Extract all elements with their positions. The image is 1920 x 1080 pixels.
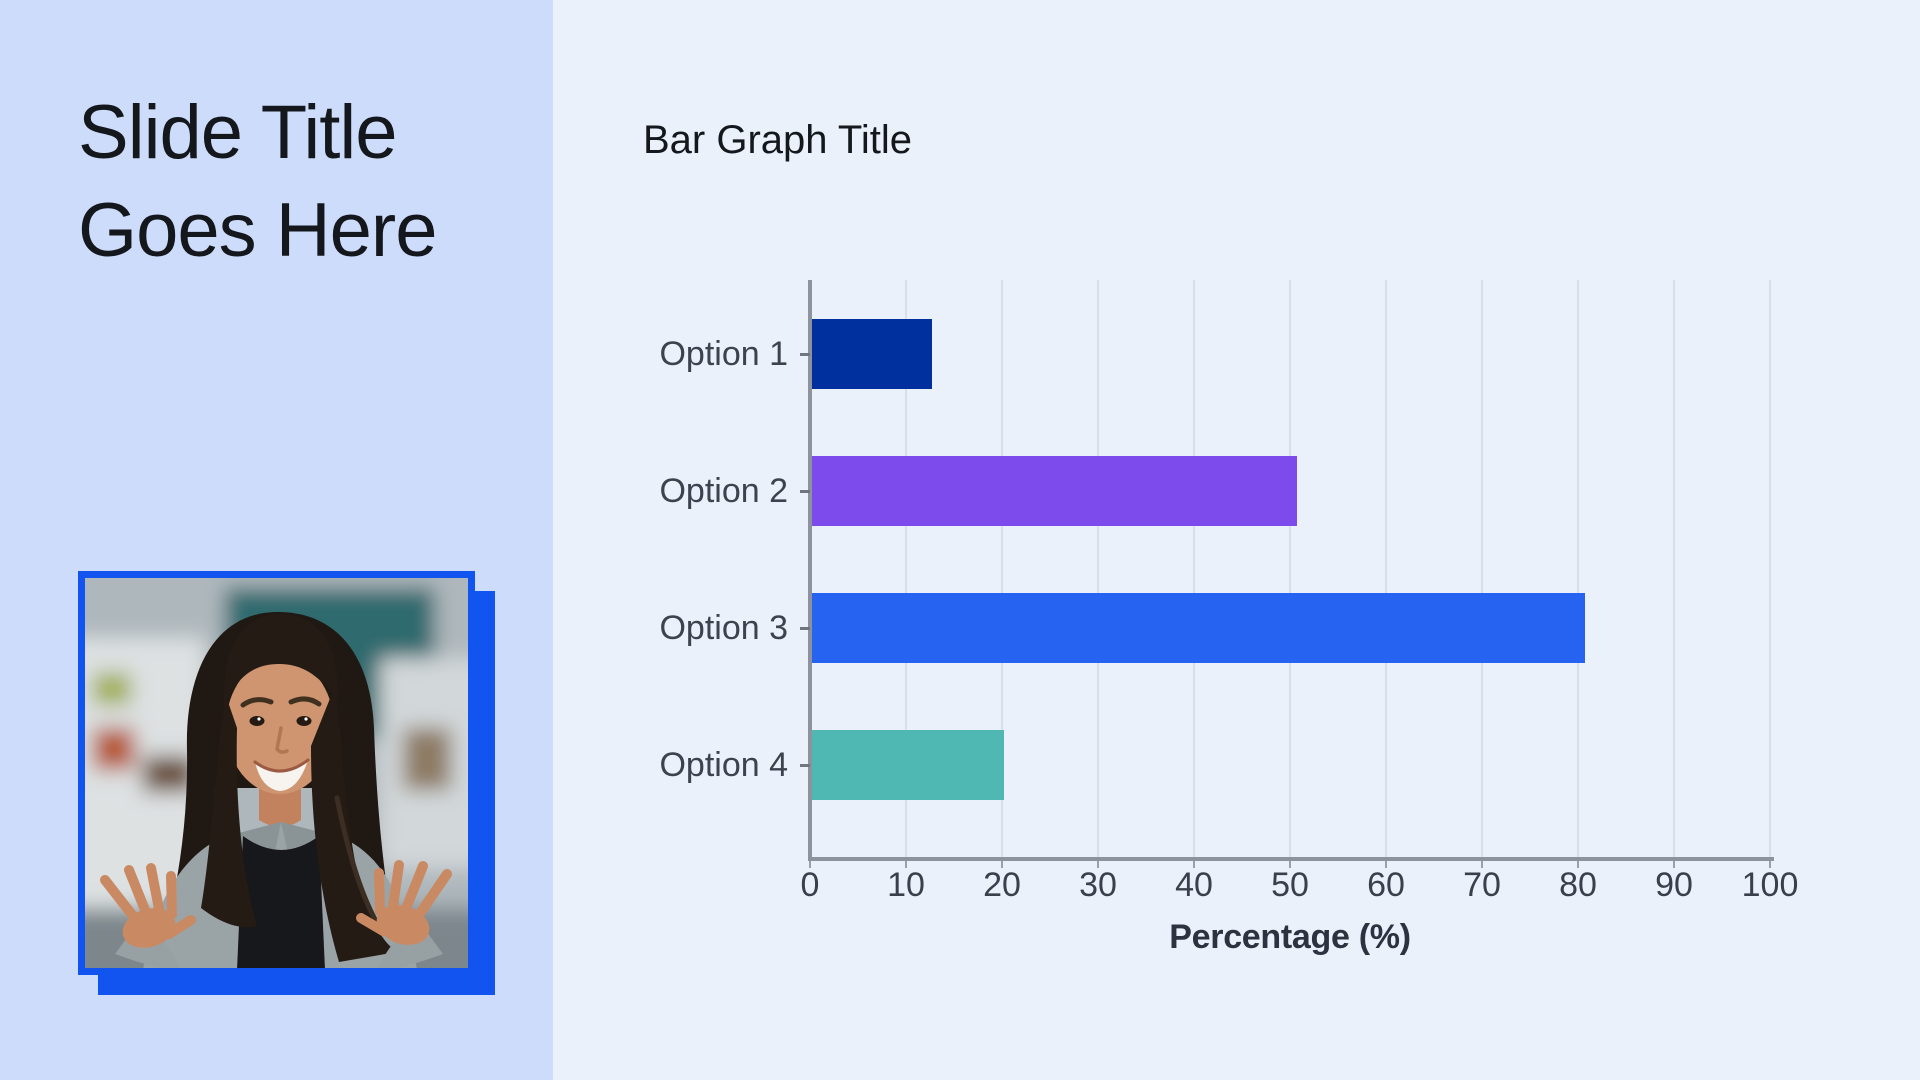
- x-tick-label: 30: [1079, 866, 1117, 904]
- x-tick-mark: [1673, 861, 1675, 868]
- gridline: [1289, 280, 1291, 857]
- x-tick-mark: [1289, 861, 1291, 868]
- bar-3: [812, 593, 1585, 663]
- category-tick: [800, 489, 810, 493]
- slide-title: Slide Title Goes Here: [78, 84, 437, 280]
- category-tick: [800, 763, 810, 767]
- x-tick-label: 20: [983, 866, 1021, 904]
- gridline: [905, 280, 907, 857]
- category-label: Option 2: [659, 472, 788, 510]
- category-tick: [800, 626, 810, 630]
- chart-title: Bar Graph Title: [643, 118, 913, 162]
- x-tick-label: 0: [800, 866, 820, 904]
- x-tick-label: 60: [1367, 866, 1405, 904]
- y-axis-line: [808, 280, 812, 859]
- presenter-photo: [78, 571, 475, 975]
- left-panel: Slide Title Goes Here: [0, 0, 553, 1080]
- x-axis-line: [808, 857, 1774, 861]
- x-tick-mark: [809, 861, 811, 868]
- x-tick-mark: [1193, 861, 1195, 868]
- x-axis-label: Percentage (%): [1169, 918, 1411, 956]
- gridline: [1193, 280, 1195, 857]
- x-tick-label: 10: [887, 866, 925, 904]
- x-tick-mark: [1001, 861, 1003, 868]
- bar-1: [812, 319, 932, 389]
- bar-4: [812, 730, 1004, 800]
- gridline: [1097, 280, 1099, 857]
- portrait-illustration: [85, 578, 468, 968]
- chart-panel: [553, 0, 1920, 1080]
- x-tick-mark: [1577, 861, 1579, 868]
- gridline: [1001, 280, 1003, 857]
- x-tick-mark: [1385, 861, 1387, 868]
- gridline: [1481, 280, 1483, 857]
- x-tick-mark: [1097, 861, 1099, 868]
- x-tick-label: 70: [1463, 866, 1501, 904]
- x-tick-mark: [905, 861, 907, 868]
- slide-title-line-1: Slide Title: [78, 90, 397, 175]
- x-tick-label: 80: [1559, 866, 1597, 904]
- category-label: Option 3: [659, 609, 788, 647]
- x-tick-mark: [1481, 861, 1483, 868]
- x-tick-label: 90: [1655, 866, 1693, 904]
- presenter-figure: [100, 612, 452, 968]
- gridline: [1769, 280, 1771, 857]
- category-label: Option 1: [659, 335, 788, 373]
- x-tick-label: 40: [1175, 866, 1213, 904]
- x-tick-label: 100: [1741, 866, 1799, 904]
- x-tick-label: 50: [1271, 866, 1309, 904]
- gridline: [1673, 280, 1675, 857]
- gridline: [1385, 280, 1387, 857]
- gridline: [1577, 280, 1579, 857]
- category-label: Option 4: [659, 746, 788, 784]
- category-tick: [800, 352, 810, 356]
- slide-title-line-2: Goes Here: [78, 188, 437, 273]
- plot-area: Percentage (%) 0 10 20 30 40 50 60 70 80 90 100 Opt…: [659, 280, 1798, 956]
- bar-2: [812, 456, 1297, 526]
- x-tick-mark: [1769, 861, 1771, 868]
